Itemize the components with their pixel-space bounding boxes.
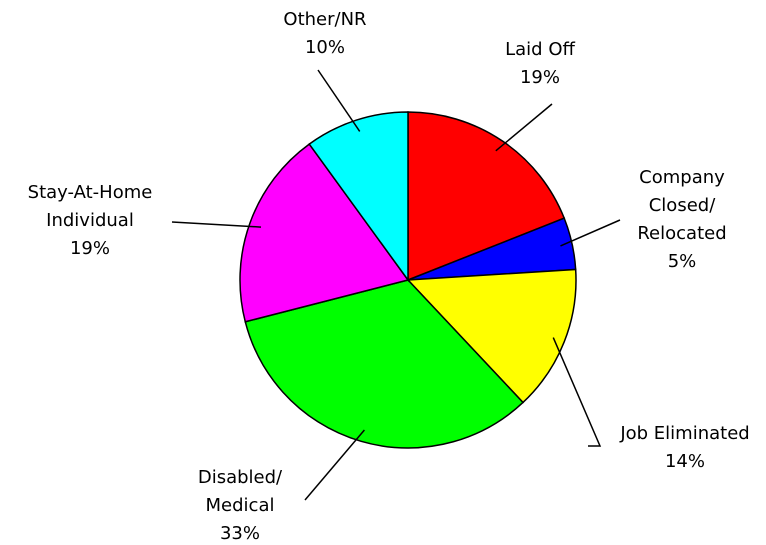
leader-line [317, 69, 361, 132]
pie-slice [308, 111, 409, 283]
slice-label: Stay-At-Home Individual [28, 182, 153, 231]
leader-line [495, 103, 553, 152]
value-label: 10% [305, 37, 345, 58]
label-line: Other/NR [283, 9, 366, 30]
pie-slice [406, 268, 577, 404]
label-line: Stay-At-Home [28, 182, 153, 203]
value-label: 5% [668, 251, 697, 272]
label-line: Closed/ [649, 195, 716, 216]
pie-slice [244, 279, 525, 449]
label-line: Individual [46, 210, 134, 231]
label-line: Company [639, 167, 725, 188]
label-line: Laid Off [505, 39, 575, 60]
slice-label: Disabled/Medical [198, 467, 283, 516]
label-line: Job Eliminated [619, 423, 749, 444]
pie-slice [407, 111, 566, 282]
label-line: Relocated [637, 223, 726, 244]
slice-label: Other/NR [283, 9, 366, 30]
label-line: Disabled/ [198, 467, 283, 488]
pie-slice [239, 143, 410, 323]
slice-label: Laid Off [505, 39, 575, 60]
slice-label: Company Closed/Relocated [637, 167, 726, 244]
value-label: 19% [70, 238, 110, 259]
leader-line [304, 429, 365, 501]
value-label: 14% [665, 451, 705, 472]
label-line: Medical [206, 495, 275, 516]
leader-line [171, 221, 262, 228]
leader-line [560, 219, 621, 247]
value-label: 33% [220, 523, 260, 541]
leader-line [552, 337, 602, 447]
slice-label: Job Eliminated [619, 423, 749, 444]
value-label: 19% [520, 67, 560, 88]
